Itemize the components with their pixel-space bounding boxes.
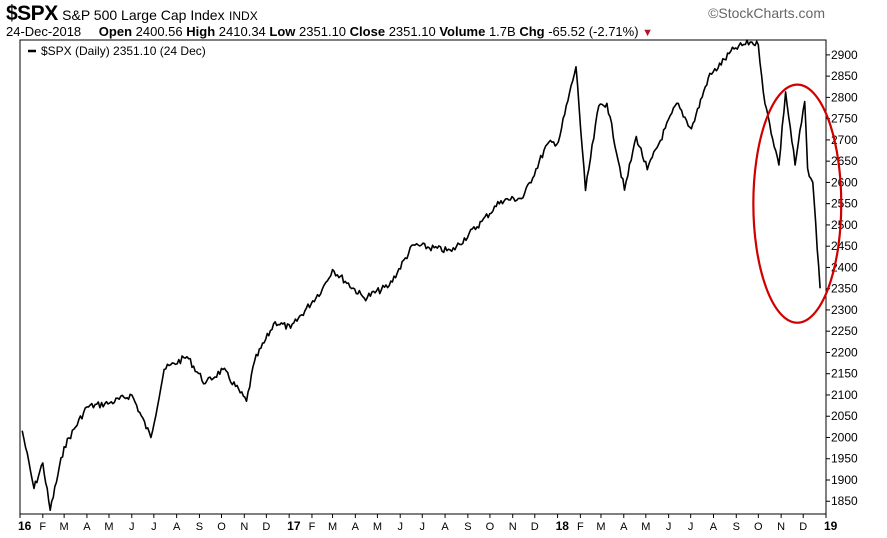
y-tick-label: 2350 (831, 282, 858, 296)
open-label: Open (98, 24, 133, 39)
y-tick-label: 2400 (831, 260, 858, 274)
x-tick-label: F (577, 521, 584, 533)
x-tick-label: O (754, 521, 763, 533)
x-tick-label: M (373, 521, 382, 533)
x-tick-label: J (666, 521, 672, 533)
low-value: 2351.10 (299, 24, 347, 39)
low-label: Low (269, 24, 296, 39)
x-tick-label: N (509, 521, 517, 533)
volume-value: 1.7B (488, 24, 516, 39)
symbol: $SPX (6, 2, 58, 25)
x-tick-label: S (464, 521, 471, 533)
chart-title: $SPX S&P 500 Large Cap Index INDX (6, 2, 258, 26)
x-tick-label: M (60, 521, 69, 533)
y-tick-label: 2150 (831, 367, 858, 381)
y-tick-label: 1900 (831, 473, 858, 487)
open-value: 2400.56 (135, 24, 183, 39)
chg-value: -65.52 (-2.71%) (548, 24, 639, 39)
x-tick-label: A (620, 521, 628, 533)
y-tick-label: 2500 (831, 218, 858, 232)
x-tick-label-year: 19 (824, 519, 838, 533)
y-tick-label: 1850 (831, 494, 858, 508)
x-tick-label: J (151, 521, 157, 533)
x-tick-label: A (710, 521, 718, 533)
y-tick-label: 2600 (831, 175, 858, 189)
chg-label: Chg (519, 24, 545, 39)
x-tick-label-year: 17 (287, 519, 301, 533)
y-tick-label: 2750 (831, 112, 858, 126)
x-tick-label: A (83, 521, 91, 533)
y-tick-label: 2800 (831, 90, 858, 104)
brand-watermark: ©StockCharts.com (708, 5, 825, 21)
y-tick-label: 2700 (831, 133, 858, 147)
x-tick-label: N (777, 521, 785, 533)
down-arrow-icon: ▼ (642, 27, 654, 39)
high-label: High (186, 24, 216, 39)
legend-text: $SPX (Daily) 2351.10 (24 Dec) (41, 44, 206, 58)
x-tick-label: O (486, 521, 495, 533)
x-tick-label: F (39, 521, 46, 533)
x-tick-label: J (397, 521, 403, 533)
close-label: Close (349, 24, 386, 39)
x-tick-label: D (799, 521, 807, 533)
y-tick-label: 2900 (831, 48, 858, 62)
x-axis: 16 F M A M J J A S O N D 17 F M A M J J A S O N D 18 F M A M J J A S O N D 1… (18, 514, 838, 533)
series-line-spx (21, 39, 821, 511)
y-tick-label: 2650 (831, 154, 858, 168)
high-value: 2410.34 (218, 24, 266, 39)
x-tick-label: O (217, 521, 226, 533)
x-tick-label: J (688, 521, 694, 533)
x-tick-label-year: 16 (18, 519, 32, 533)
y-tick-label: 2100 (831, 388, 858, 402)
y-tick-label: 2200 (831, 345, 858, 359)
y-tick-label: 2550 (831, 197, 858, 211)
y-tick-label: 2000 (831, 430, 858, 444)
x-tick-label: A (441, 521, 449, 533)
x-tick-label: S (733, 521, 740, 533)
legend: $SPX (Daily) 2351.10 (24 Dec) (28, 44, 206, 58)
x-tick-label: M (596, 521, 605, 533)
ohlc-bar: 24-Dec-2018 Open 2400.56 High 2410.34 Lo… (6, 24, 653, 39)
highlight-circle (752, 83, 843, 324)
x-tick-label: F (309, 521, 316, 533)
x-tick-label: M (104, 521, 113, 533)
y-tick-label: 2300 (831, 303, 858, 317)
quote-date: 24-Dec-2018 (6, 24, 82, 39)
y-tick-label: 1950 (831, 452, 858, 466)
close-value: 2351.10 (388, 24, 436, 39)
y-tick-label: 2250 (831, 324, 858, 338)
x-tick-label: S (196, 521, 203, 533)
exchange: INDX (229, 9, 258, 23)
y-tick-label: 2850 (831, 69, 858, 83)
security-name: S&P 500 Large Cap Index (62, 7, 225, 23)
x-tick-label: M (328, 521, 337, 533)
y-tick-label: 2450 (831, 239, 858, 253)
x-tick-label: J (420, 521, 426, 533)
x-tick-label: D (262, 521, 270, 533)
x-tick-label: J (129, 521, 135, 533)
y-axis: 1850 1900 1950 2000 2050 2100 2150 2200 2250 2300… (826, 48, 858, 508)
plot-frame (19, 39, 827, 515)
x-tick-label: D (531, 521, 539, 533)
x-tick-label: A (173, 521, 181, 533)
x-tick-label: M (641, 521, 650, 533)
y-tick-label: 2050 (831, 409, 858, 423)
x-tick-label-year: 18 (556, 519, 570, 533)
x-tick-label: A (352, 521, 360, 533)
x-tick-label: N (240, 521, 248, 533)
volume-label: Volume (439, 24, 486, 39)
